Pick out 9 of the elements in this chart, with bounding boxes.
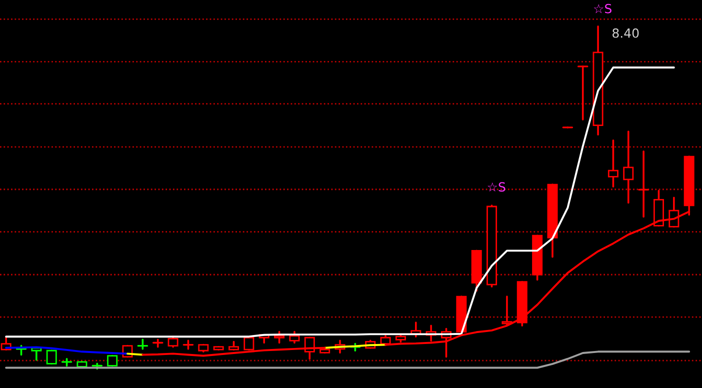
- text: ☆S: [594, 4, 612, 14]
- annotation: 8.40: [612, 28, 639, 38]
- candlestick: [152, 338, 164, 348]
- candlestick: [486, 204, 498, 288]
- candlestick: [592, 26, 604, 136]
- candlestick: [608, 140, 618, 188]
- candlestick: [638, 150, 649, 218]
- annotation: ☆S: [488, 182, 506, 192]
- candlestick: [623, 130, 634, 204]
